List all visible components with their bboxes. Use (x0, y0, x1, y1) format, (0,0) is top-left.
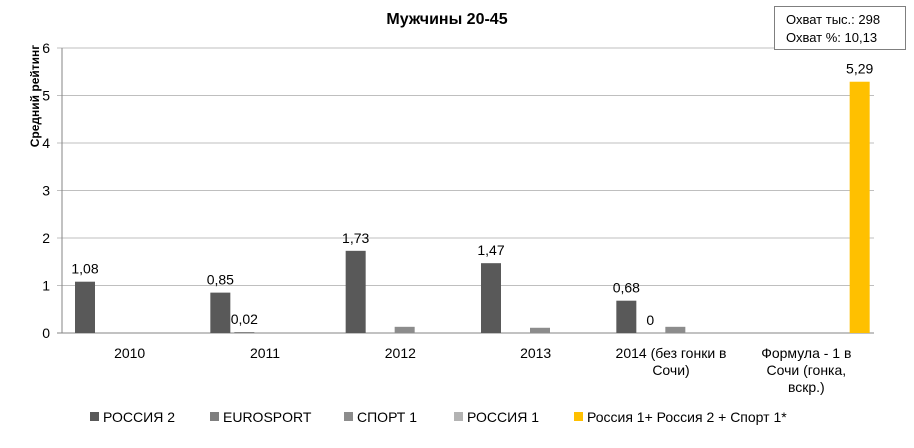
x-tick-labels: 2010 2011 2012 2013 2014 (без гонки в Сочи) Фо… (114, 345, 851, 395)
legend-swatch (574, 412, 583, 421)
bar (530, 327, 550, 333)
data-label: 5,29 (846, 61, 873, 77)
bar (616, 300, 637, 333)
bar (481, 263, 501, 333)
legend-label: EUROSPORT (223, 409, 312, 425)
data-label: 0,85 (207, 272, 234, 288)
reach-thousands: Охват тыс.: 298 (786, 12, 881, 27)
chart-title: Мужчины 20-45 (386, 11, 507, 28)
legend-swatch (90, 412, 99, 421)
legend-label: РОССИЯ 1 (467, 409, 539, 425)
data-labels: 1,08 0,85 1,73 1,47 0,68 0,02 0 5,29 (71, 61, 873, 328)
bar (394, 326, 415, 333)
bar (345, 250, 366, 333)
y-tick-label: 5 (42, 88, 50, 104)
reach-percent: Охват %: 10,13 (786, 30, 878, 45)
y-tick-label: 3 (42, 183, 50, 199)
y-tick-label: 1 (42, 278, 50, 294)
bar (75, 281, 95, 333)
data-label: 0,68 (613, 280, 640, 296)
legend-swatch (454, 412, 463, 421)
data-label: 0 (646, 312, 654, 328)
x-tick-label: 2012 (385, 345, 416, 361)
x-tick-label: 2011 (250, 345, 280, 361)
data-label: 1,73 (342, 230, 369, 246)
y-tick-label: 2 (42, 230, 50, 246)
x-tick-label: 2014 (без гонки в Сочи) (616, 345, 727, 378)
y-tick-labels: 0 1 2 3 4 5 6 (42, 40, 50, 341)
y-tick-label: 0 (42, 325, 50, 341)
data-label: 1,08 (71, 261, 98, 277)
gridlines (57, 47, 874, 334)
legend-swatch (344, 412, 353, 421)
legend-label: Россия 1+ Россия 2 + Спорт 1* (587, 409, 787, 425)
x-tick-label: 2013 (520, 345, 551, 361)
y-tick-label: 6 (42, 40, 50, 56)
x-tick-label: Формула - 1 в Сочи (гонка, вскр.) (761, 345, 851, 395)
bar (234, 332, 255, 333)
bar (210, 292, 231, 333)
x-tick-label: 2010 (114, 345, 145, 361)
legend-label: РОССИЯ 2 (103, 409, 175, 425)
data-label: 0,02 (231, 311, 258, 327)
legend-swatch (210, 412, 219, 421)
y-tick-label: 4 (42, 135, 50, 151)
legend-label: СПОРТ 1 (357, 409, 417, 425)
y-axis-label: Средний рейтинг (28, 45, 42, 148)
bar (665, 326, 686, 333)
bar (849, 81, 870, 333)
reach-info-box: Охват тыс.: 298 Охват %: 10,13 (774, 6, 906, 50)
bars (75, 81, 870, 333)
data-label: 1,47 (477, 242, 504, 258)
legend: РОССИЯ 2 EUROSPORT СПОРТ 1 РОССИЯ 1 Россия 1… (90, 409, 787, 425)
